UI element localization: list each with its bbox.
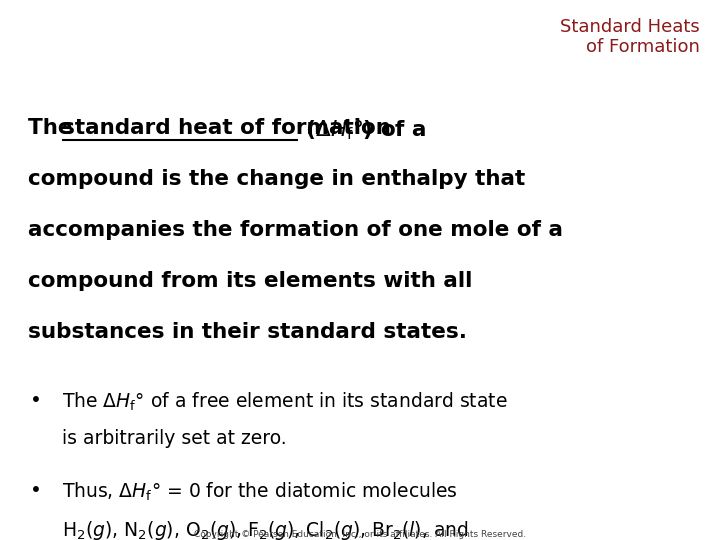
Text: •: •: [30, 481, 42, 500]
Text: •: •: [30, 391, 42, 410]
Text: ($\Delta\mathit{H}_\mathrm{f}$°) of a: ($\Delta\mathit{H}_\mathrm{f}$°) of a: [298, 118, 426, 141]
Text: Copyright © Pearson Education, Inc., or its affiliates. All Rights Reserved.: Copyright © Pearson Education, Inc., or …: [194, 530, 526, 539]
Text: compound from its elements with all: compound from its elements with all: [28, 271, 472, 291]
Text: Thus, $\Delta\mathit{H}_\mathrm{f}$° = 0 for the diatomic molecules: Thus, $\Delta\mathit{H}_\mathrm{f}$° = 0…: [62, 481, 458, 503]
Text: substances in their standard states.: substances in their standard states.: [28, 322, 467, 342]
Text: of Formation: of Formation: [586, 38, 700, 56]
Text: The: The: [28, 118, 80, 138]
Text: H$_2$($\mathit{g}$), N$_2$($\mathit{g}$), O$_2$($\mathit{g}$), F$_2$($\mathit{g}: H$_2$($\mathit{g}$), N$_2$($\mathit{g}$)…: [62, 519, 469, 540]
Text: accompanies the formation of one mole of a: accompanies the formation of one mole of…: [28, 220, 563, 240]
Text: standard heat of formation: standard heat of formation: [62, 118, 391, 138]
Text: is arbitrarily set at zero.: is arbitrarily set at zero.: [62, 429, 287, 448]
Text: compound is the change in enthalpy that: compound is the change in enthalpy that: [28, 169, 526, 189]
Text: The $\Delta\mathit{H}_\mathrm{f}$° of a free element in its standard state: The $\Delta\mathit{H}_\mathrm{f}$° of a …: [62, 391, 508, 413]
Text: Standard Heats: Standard Heats: [560, 18, 700, 36]
